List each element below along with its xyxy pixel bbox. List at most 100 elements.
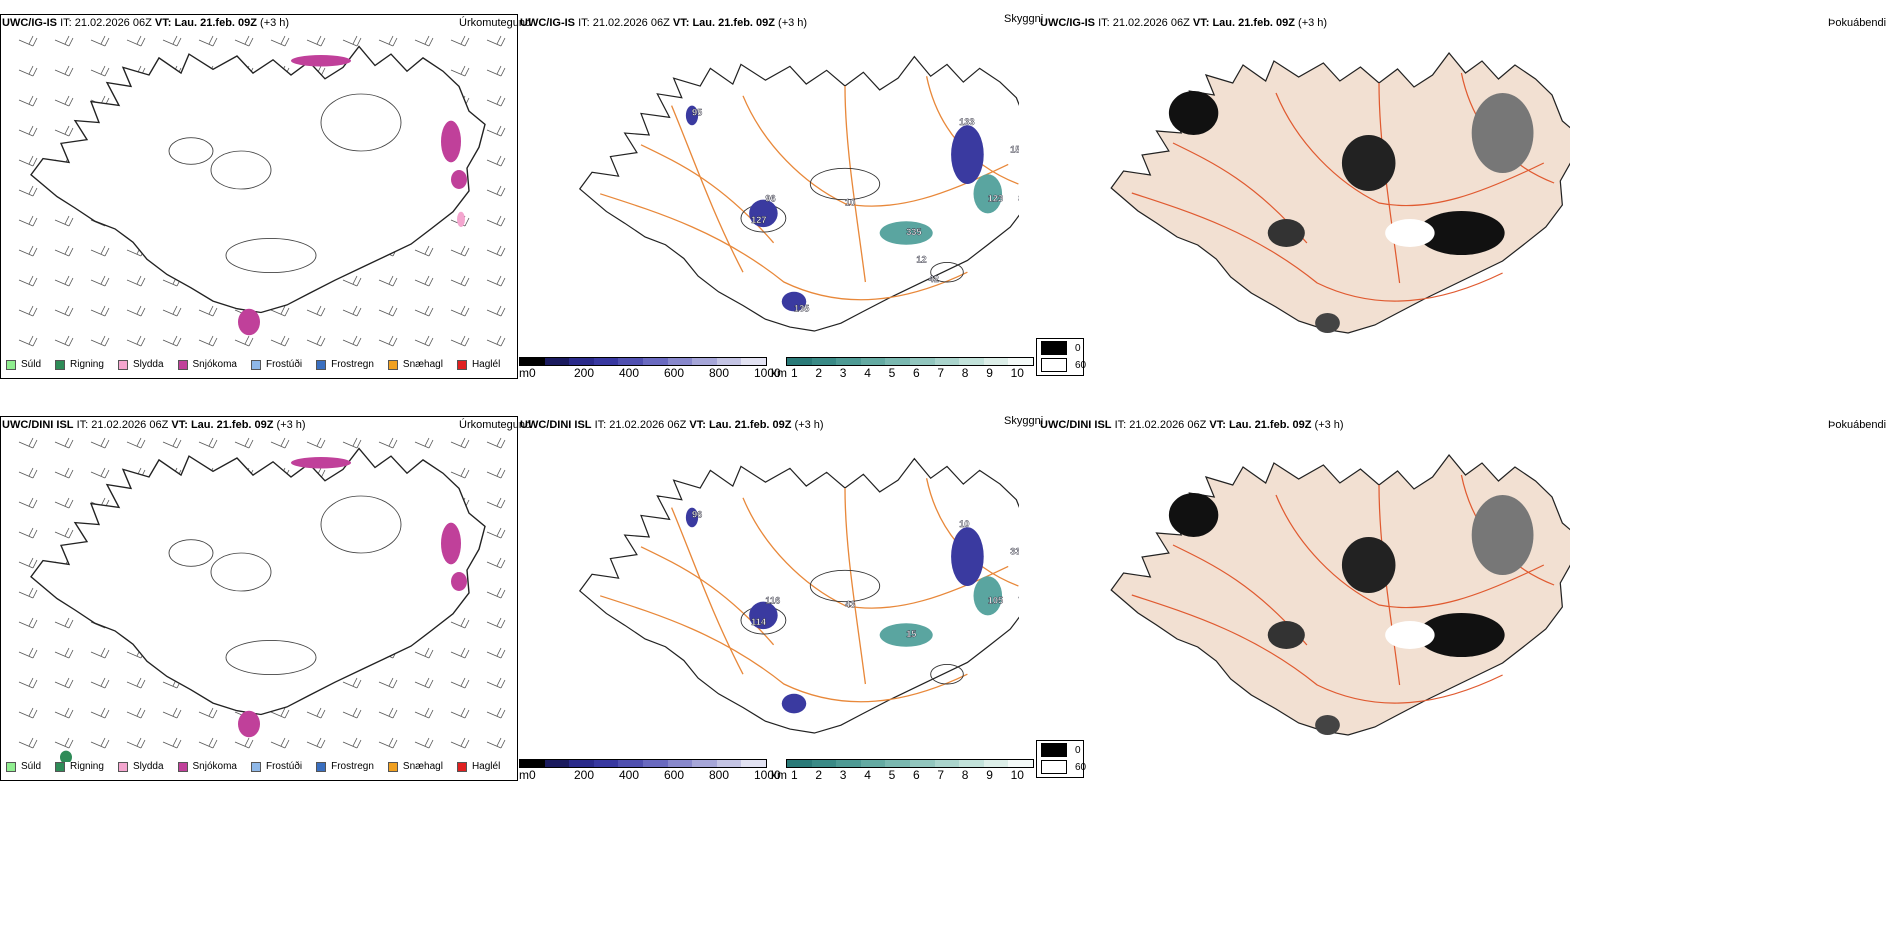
visibility-value-label: 860 [1018,194,1019,204]
glacier-area [1385,219,1435,247]
it-label: IT: [1098,17,1110,29]
vt-label: VT: [1192,17,1210,29]
fog-area [1418,613,1505,657]
rain-area [60,750,72,762]
glacier-outline [225,237,317,274]
legend-label: Frostregn [331,761,374,772]
legend-item: Rigning [55,761,104,772]
tick-label: 1 [791,366,798,380]
vt-value: Lau. 21.feb. 09Z [692,17,775,29]
tick-label: 200 [574,366,595,380]
it-label: IT: [1114,419,1127,431]
tick-label: 400 [619,768,640,782]
precip-type-panel [0,14,518,379]
param-label: Skyggni [1004,415,1044,427]
fog-area [1315,715,1340,735]
tick-label: 800 [709,366,730,380]
tick-label: 6 [913,366,920,380]
model-name: UWC/DINI ISL [2,419,74,431]
low-visibility-area [749,199,778,228]
model-name: UWC/IG-IS [1040,17,1095,29]
snow-area [451,170,467,190]
legend-item: Frostúði [250,359,302,370]
legend-label: Snjókoma [192,761,237,772]
panel-title: UWC/IG-IS IT: 21.02.2026 06Z VT: Lau. 21… [520,17,807,30]
legend-swatch [456,761,467,772]
legend-item: Frostregn [316,359,374,370]
tick-label: 1000 [754,768,781,782]
low-visibility-area [781,693,807,714]
glacier-outline [930,663,964,685]
tick-label: 2 [815,768,823,782]
fog-area [1418,211,1505,255]
lead-time: (+3 h) [260,17,290,29]
glacier-outline [320,495,402,554]
legend-item: Snjókoma [177,761,237,772]
legend-swatch [117,761,128,772]
road-network [599,478,1019,703]
snow-area [291,457,351,469]
model-name: UWC/DINI ISL [1040,419,1112,431]
it-value: 21.02.2026 06Z [74,17,152,29]
tick-label: 3 [839,366,847,380]
vt-label: VT: [154,17,172,29]
legend-item: Slydda [117,761,164,772]
glacier-outline [210,552,272,592]
fog-indicator-map [1110,52,1570,334]
precip-map [18,437,506,762]
low-visibility-area [781,291,807,312]
lead-time: (+3 h) [794,419,824,431]
colorbar-ticks-km: km 1 2 3 4 5 6 7 8 9 10 [771,366,1033,380]
low-visibility-area [749,601,778,630]
panel-title: UWC/DINI ISL IT: 21.02.2026 06Z VT: Lau.… [520,419,824,432]
low-visibility-area [685,105,699,126]
legend-label: Rigning [70,359,104,370]
glacier-outline [809,569,881,603]
fog-area [1341,537,1396,593]
it-value: 21.02.2026 06Z [91,419,169,431]
snow-area [451,572,467,591]
reduced-visibility-area [973,576,1003,616]
legend-item: Haglél [456,761,500,772]
legend-label: Snæhagl [402,359,443,370]
precip-map [18,35,506,347]
reduced-visibility-area [879,221,933,245]
fog-area [1267,219,1305,247]
unit-label: km [771,768,787,782]
vt-label: VT: [672,17,690,29]
legend-swatch [55,359,66,370]
legend-item: Súld [6,761,41,772]
low-visibility-area [951,527,984,586]
tick-label: 1 [791,768,798,782]
fog-scale-label: 60 [1075,761,1087,773]
tick-label: 4 [864,366,871,380]
visibility-value-label: 15 [906,629,916,639]
legend-label: Rigning [70,761,104,772]
snow-area [238,710,260,738]
glacier-outline [168,137,214,165]
visibility-value-label: 95 [692,108,702,118]
legend-swatch [250,761,261,772]
legend-swatch [456,359,467,370]
fog-area [1471,495,1534,575]
low-visibility-area [685,507,699,528]
visibility-value-label: 151 [1010,145,1019,155]
precip-legend: Súld Rigning Slydda Snjókoma Frostúði Frostre… [6,761,514,772]
legend-item: Snæhagl [387,761,443,772]
legend-swatch [250,359,261,370]
tick-label: 6 [913,768,920,782]
visibility-value-label: 96 [692,510,702,520]
legend-item: Snæhagl [387,359,443,370]
tick-label: 3 [839,768,847,782]
visibility-value-label: 133 [959,117,974,127]
legend-swatch [387,359,398,370]
tick-label: 9 [986,768,993,782]
legend-swatch [316,359,327,370]
glacier-outline [225,639,317,676]
visibility-map: 96 116 114 43 10 335 105 79 15 [578,457,1019,734]
fog-scale-label: 60 [1075,359,1087,371]
vt-label: VT: [171,419,188,431]
glacier-outline [320,93,402,152]
fog-scale-item: 60 [1041,760,1086,774]
fog-scale-key: 0 60 [1036,740,1086,778]
